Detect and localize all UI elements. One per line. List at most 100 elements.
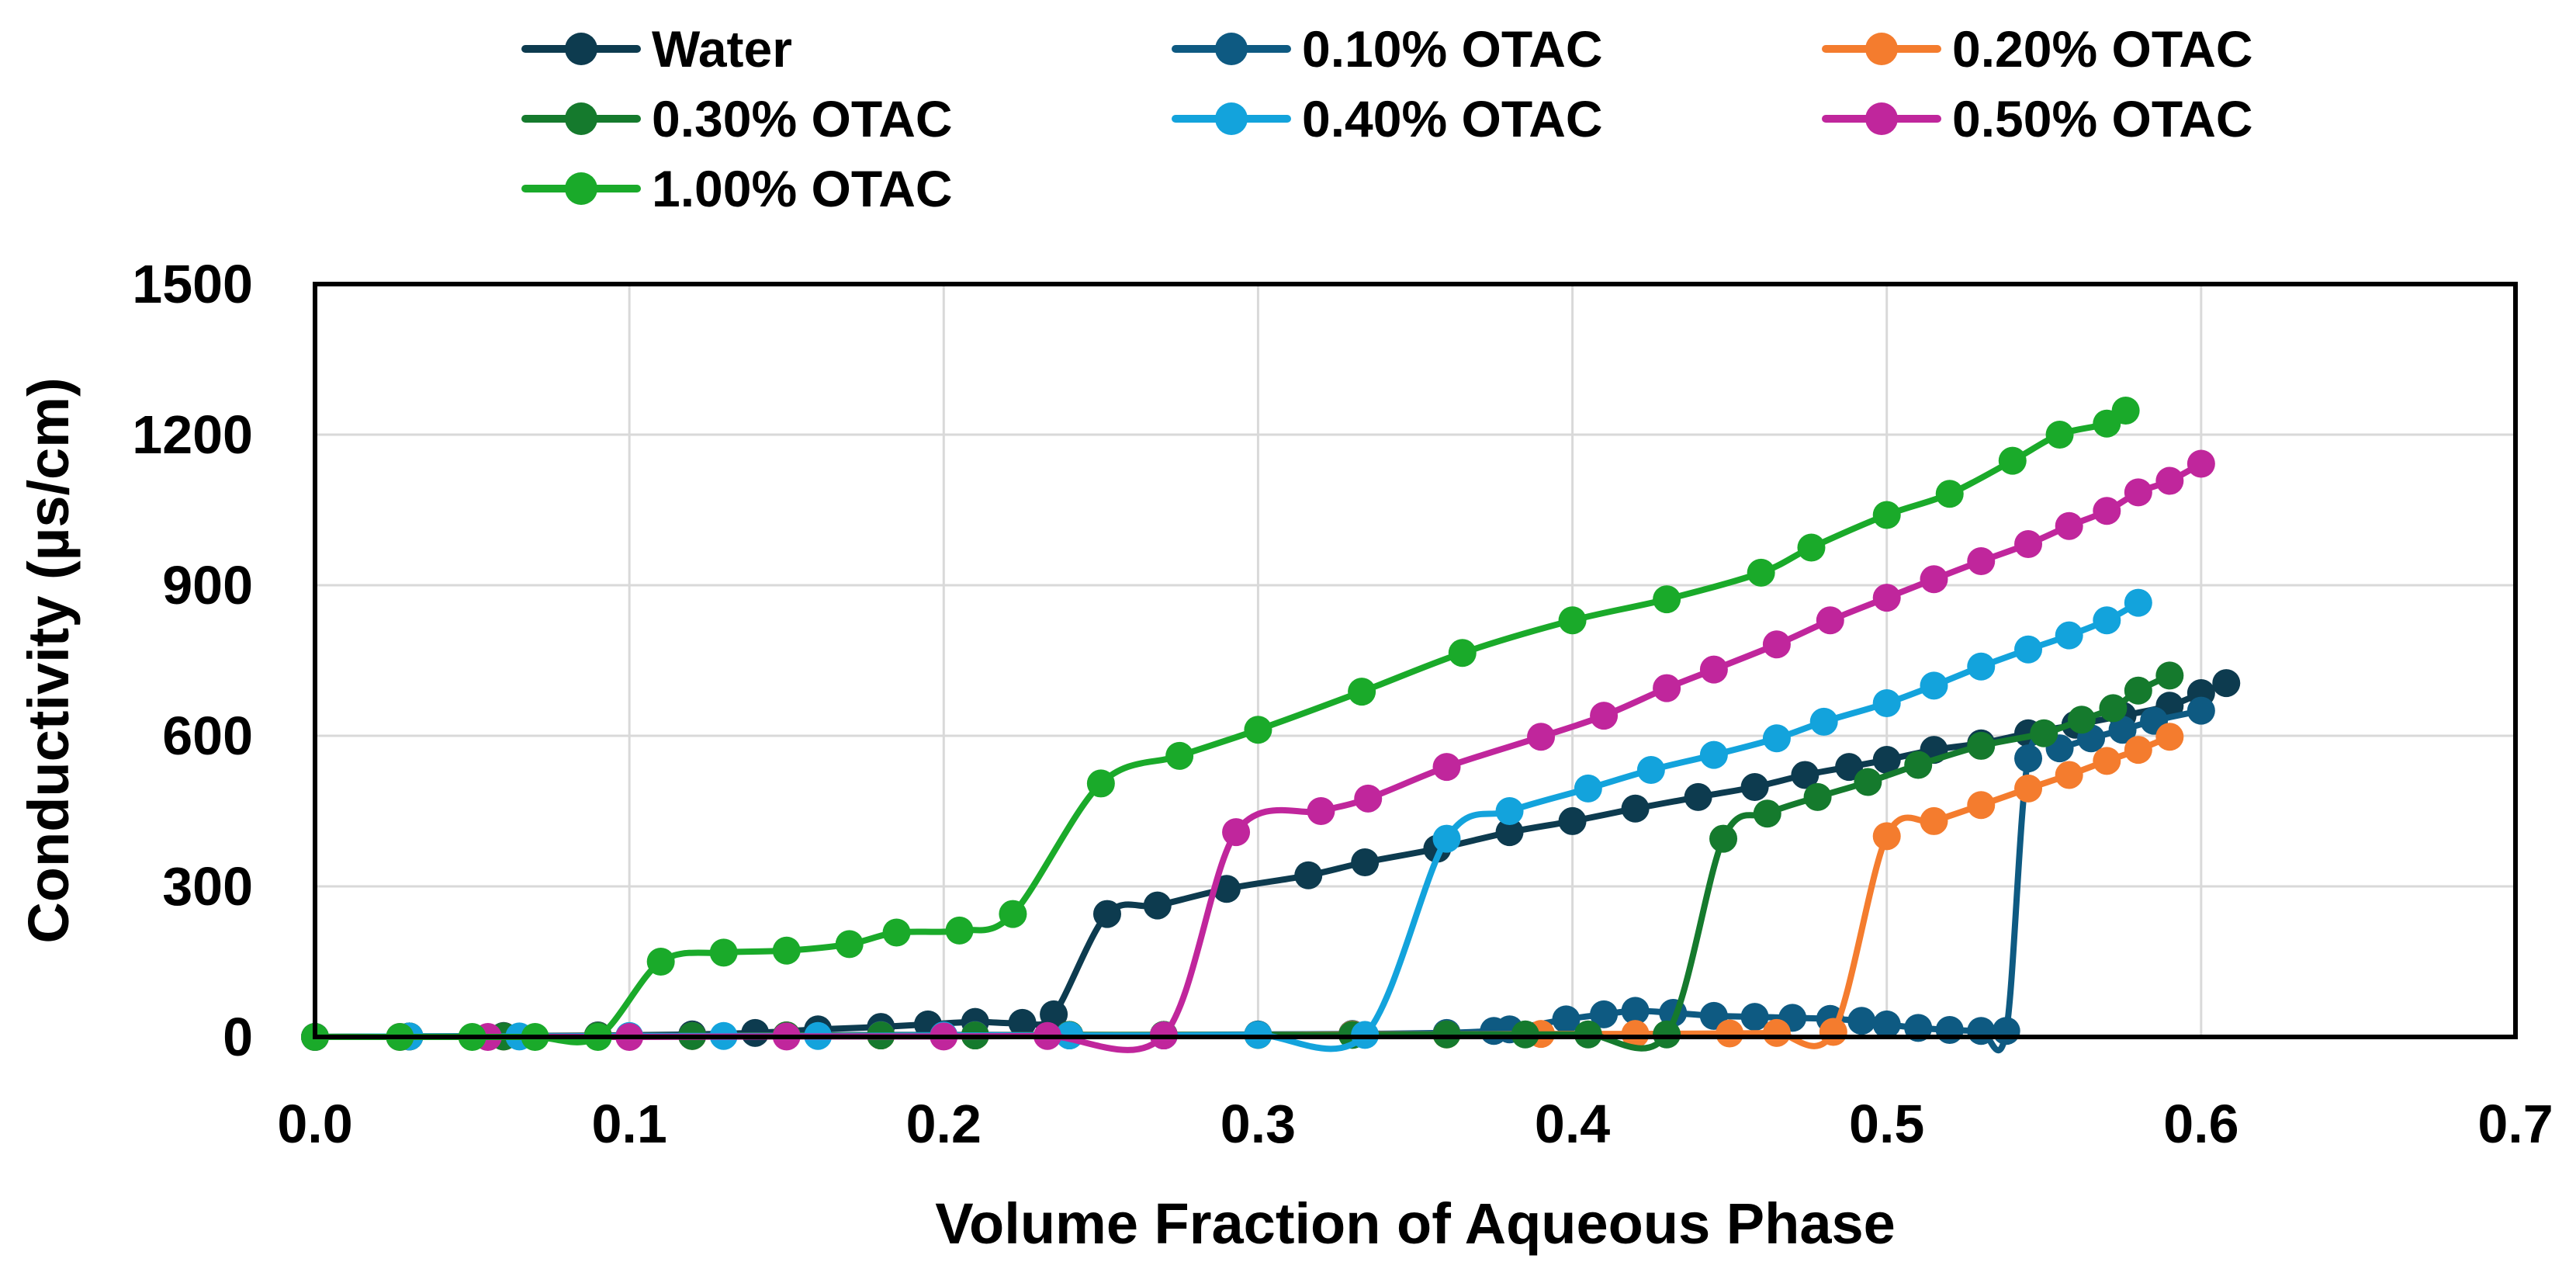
data-point-1-00-otac <box>2111 396 2140 425</box>
data-point-0-20-otac <box>2014 774 2043 803</box>
data-point-water <box>1558 806 1587 835</box>
gridlines <box>315 284 2515 1037</box>
legend-item-0-20-otac: 0.20% OTAC <box>1822 16 2253 81</box>
x-tick-label: 0.2 <box>906 1094 982 1154</box>
data-point-1-00-otac <box>1653 585 1681 614</box>
data-point-0-50-otac <box>1307 797 1335 825</box>
data-point-1-00-otac <box>1348 678 1376 706</box>
legend-swatch <box>521 156 641 221</box>
data-point-0-50-otac <box>1222 818 1251 847</box>
series-line-0-20-otac <box>312 733 2173 1049</box>
data-point-0-40-otac <box>2124 588 2152 617</box>
y-tick-label: 1500 <box>132 254 253 314</box>
data-point-1-00-otac <box>1086 769 1115 798</box>
legend-swatch <box>1172 86 1291 151</box>
data-point-0-30-otac <box>1574 1020 1602 1049</box>
data-point-0-20-otac <box>2055 761 2083 789</box>
data-point-0-10-otac <box>1740 1003 1769 1032</box>
data-point-1-00-otac <box>1998 446 2027 475</box>
data-point-0-30-otac <box>2067 706 2096 734</box>
data-point-0-20-otac <box>1819 1018 1847 1046</box>
data-point-0-40-otac <box>2055 621 2083 650</box>
y-tick-label: 1200 <box>132 404 253 465</box>
series-0-40-otac <box>301 588 2152 1052</box>
legend-marker <box>1865 33 1898 65</box>
tick-labels: 0.0 0.1 0.2 0.3 0.4 0.5 0.6 0.7 0 300 600 900 1200 15… <box>132 254 2553 1154</box>
legend-item-water: Water <box>521 16 792 81</box>
data-point-0-50-otac <box>1590 702 1619 730</box>
data-point-0-50-otac <box>2093 497 2121 525</box>
data-point-water <box>1351 848 1380 876</box>
data-point-0-40-otac <box>1495 797 1524 825</box>
data-point-water <box>1294 861 1323 889</box>
x-tick-label: 0.3 <box>1220 1094 1296 1154</box>
data-point-0-10-otac <box>1872 1010 1901 1038</box>
data-point-water <box>2212 669 2241 698</box>
legend-swatch <box>521 16 641 81</box>
plot-area-frame <box>313 282 2518 1039</box>
legend-label: 1.00% OTAC <box>652 160 953 217</box>
legend-marker <box>565 172 597 205</box>
series-1-00-otac <box>301 396 2140 1051</box>
data-point-1-00-otac <box>1558 606 1587 635</box>
legend-label: 0.50% OTAC <box>1952 90 2253 147</box>
y-tick-label: 600 <box>162 706 253 766</box>
data-point-0-40-otac <box>1920 671 1948 700</box>
data-point-0-30-otac <box>1803 782 1832 811</box>
data-point-0-40-otac <box>1574 774 1602 803</box>
y-tick-label: 300 <box>162 856 253 917</box>
data-point-0-10-otac <box>1621 997 1650 1025</box>
data-point-0-50-otac <box>1354 784 1383 813</box>
data-point-0-40-otac <box>2093 606 2121 635</box>
data-point-1-00-otac <box>1244 716 1272 744</box>
data-point-0-10-otac <box>2014 744 2043 773</box>
data-point-1-00-otac <box>1165 741 1194 770</box>
data-point-water <box>1740 772 1769 801</box>
data-point-0-50-otac <box>1653 674 1681 702</box>
x-tick-label: 0.7 <box>2477 1094 2553 1154</box>
data-point-0-50-otac <box>1872 584 1901 612</box>
legend-marker <box>1215 102 1248 135</box>
series-group <box>301 396 2241 1054</box>
data-point-0-30-otac <box>1432 1020 1461 1049</box>
legend-label: 0.40% OTAC <box>1302 90 1603 147</box>
x-tick-label: 0.0 <box>277 1094 352 1154</box>
data-point-0-50-otac <box>2186 449 2215 478</box>
data-point-1-00-otac <box>1872 501 1901 529</box>
data-point-0-40-otac <box>1636 755 1665 784</box>
legend-label: 0.10% OTAC <box>1302 20 1603 78</box>
data-point-1-00-otac <box>835 930 864 959</box>
data-point-0-50-otac <box>2055 511 2083 540</box>
legend-item-0-40-otac: 0.40% OTAC <box>1172 86 1603 151</box>
x-tick-label: 0.6 <box>2163 1094 2238 1154</box>
data-point-0-50-otac <box>1920 565 1948 594</box>
data-point-0-50-otac <box>2155 466 2184 495</box>
legend-label: Water <box>652 20 792 78</box>
data-point-0-30-otac <box>1653 1020 1681 1049</box>
data-point-0-30-otac <box>1904 751 1933 779</box>
legend-swatch <box>521 86 641 151</box>
data-point-water <box>1495 818 1524 847</box>
data-point-0-20-otac <box>2124 736 2152 765</box>
x-tick-label: 0.1 <box>591 1094 667 1154</box>
data-point-0-50-otac <box>1967 546 1996 575</box>
data-point-1-00-otac <box>999 900 1027 928</box>
legend-marker <box>565 102 597 135</box>
data-point-water <box>1040 1000 1068 1028</box>
data-point-1-00-otac <box>1935 480 1964 508</box>
data-point-0-20-otac <box>1920 806 1948 835</box>
data-point-0-40-otac <box>1872 688 1901 717</box>
data-point-water <box>1092 900 1121 928</box>
legend-marker <box>1215 33 1248 65</box>
data-point-0-50-otac <box>2124 478 2152 507</box>
data-point-0-30-otac <box>1967 731 1996 760</box>
x-axis-title: Volume Fraction of Aqueous Phase <box>935 1191 1896 1256</box>
x-tick-label: 0.4 <box>1535 1094 1610 1154</box>
data-point-0-10-otac <box>1552 1005 1581 1034</box>
data-point-0-20-otac <box>1716 1019 1744 1048</box>
series-0-30-otac <box>301 661 2184 1052</box>
data-point-0-40-otac <box>2014 635 2043 664</box>
data-point-0-20-otac <box>1762 1018 1791 1047</box>
data-point-0-40-otac <box>1967 652 1996 681</box>
